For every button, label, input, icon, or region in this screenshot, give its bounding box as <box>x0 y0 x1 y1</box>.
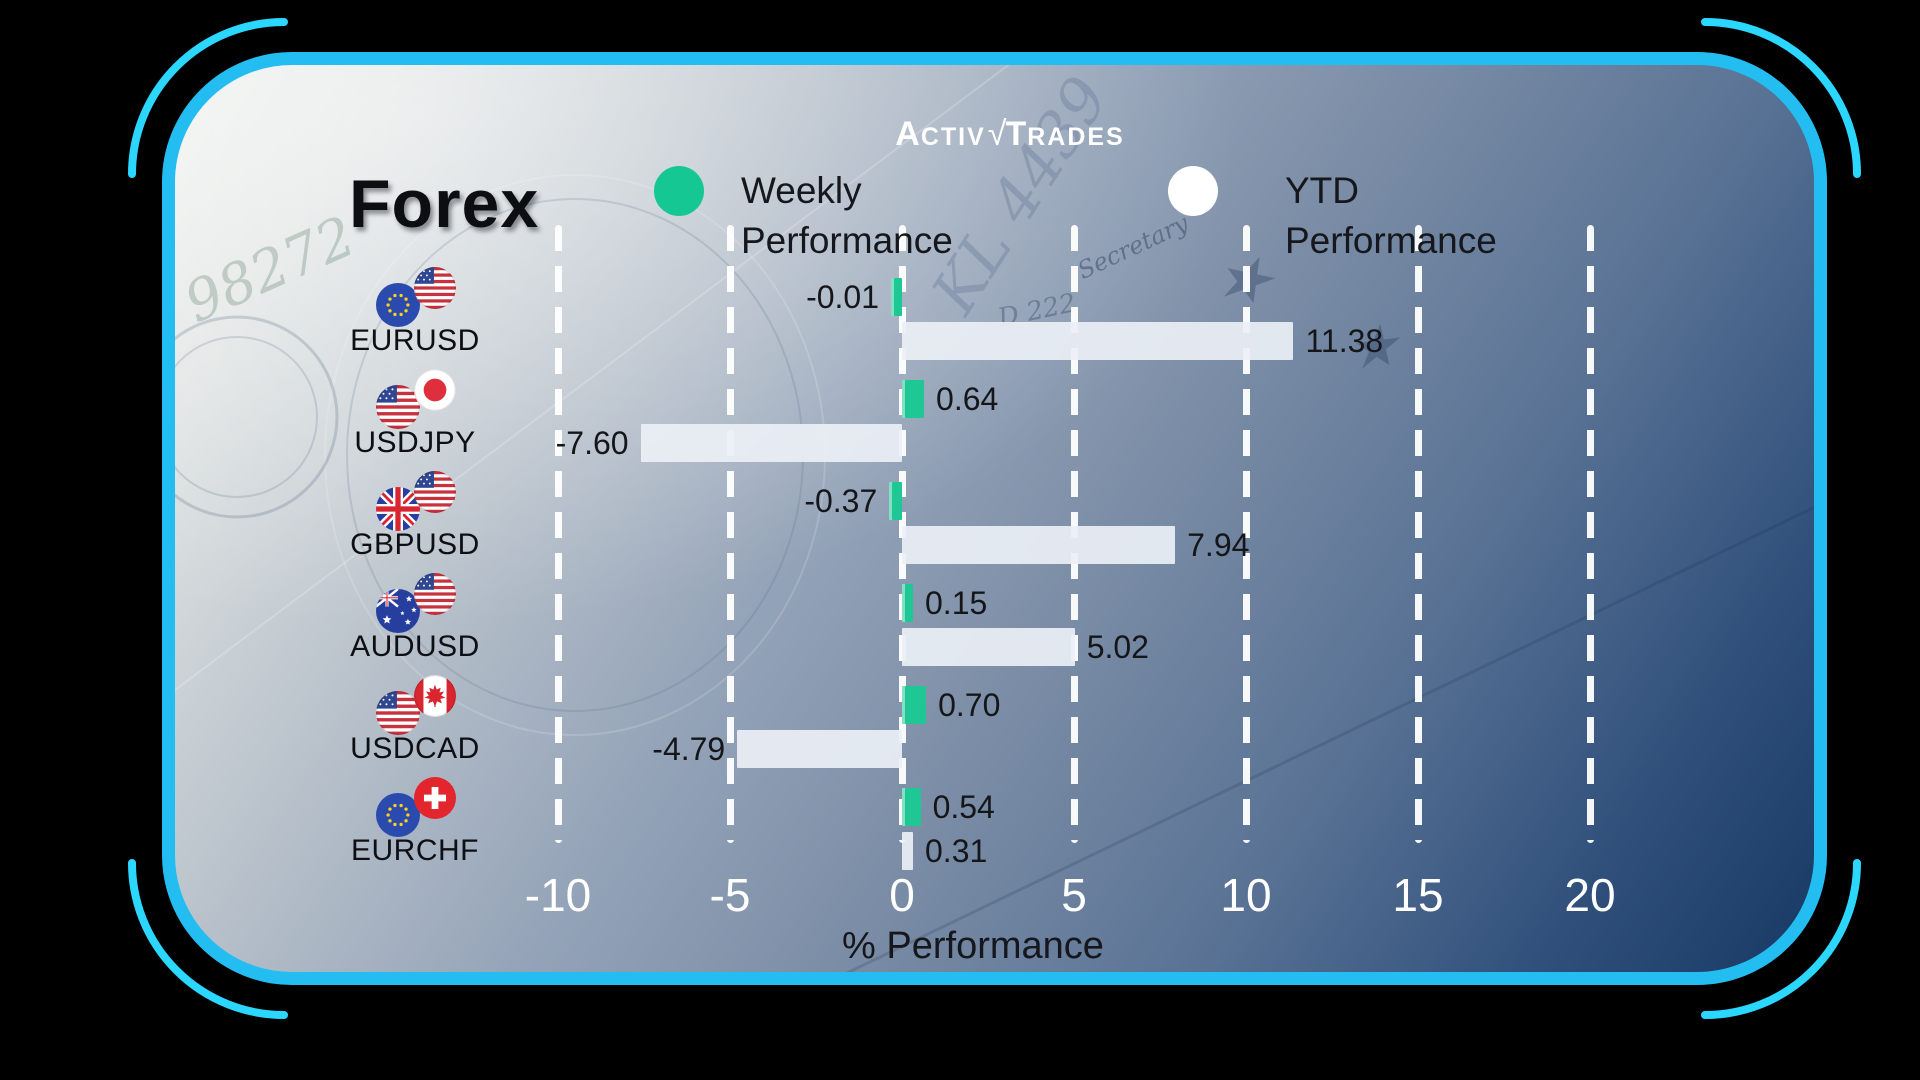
flag-us-icon <box>414 471 456 513</box>
logo-text-initial-1: A <box>895 115 921 153</box>
x-tick-label--5: -5 <box>709 869 751 921</box>
weekly-bar-GBPUSD <box>889 482 902 520</box>
chart-area: -10 -5 0 5 10 15 20 EURUSD -0.01 11.38 USDJPY 0.64 -… <box>175 65 1814 972</box>
weekly-legend-dot-icon <box>654 166 704 216</box>
gridline--10 <box>554 225 562 843</box>
weekly-bar-EURUSD-value: -0.01 <box>806 279 879 315</box>
flag-ch-icon <box>414 777 456 819</box>
currency-pair-flags-GBPUSD <box>376 471 462 531</box>
ytd-bar-USDCAD <box>737 730 902 768</box>
currency-pair-label-AUDUSD: AUDUSD <box>350 630 480 663</box>
flag-us-icon <box>376 691 420 735</box>
weekly-bar-USDCAD-value: 0.70 <box>938 687 1001 723</box>
corner-arc-top-left <box>128 18 288 178</box>
gridline-20 <box>1586 225 1594 843</box>
weekly-bar-GBPUSD-value: -0.37 <box>804 483 878 519</box>
chart-title: Forex <box>349 166 540 242</box>
ytd-bar-USDJPY <box>640 424 902 462</box>
x-tick-label-20: 20 <box>1564 869 1616 921</box>
ytd-bar-USDCAD-value: -4.79 <box>652 731 726 767</box>
ytd-bar-EURUSD-value: 11.38 <box>1305 323 1384 359</box>
bill-edge-decor <box>175 65 1010 692</box>
x-tick-label-5: 5 <box>1061 869 1087 921</box>
currency-pair-label-EURCHF: EURCHF <box>351 834 479 867</box>
weekly-legend-label: Weekly Performance <box>741 170 953 261</box>
flag-us-icon <box>414 573 456 615</box>
ytd-bar-EURCHF <box>902 832 913 870</box>
flag-au-icon <box>376 589 420 633</box>
currency-pair-label-EURUSD: EURUSD <box>350 324 480 357</box>
currency-pair-label-USDJPY: USDJPY <box>354 426 476 459</box>
bill-edge-decor-2 <box>845 505 1814 972</box>
corner-arc-top-right <box>1701 18 1861 178</box>
weekly-bar-EURCHF <box>902 788 921 826</box>
logo-text-2: RADES <box>1027 123 1125 151</box>
activtrades-logo: ACTIV√TRADES <box>810 115 1210 154</box>
corner-arc-bottom-right <box>1701 859 1861 1019</box>
weekly-bar-USDCAD <box>902 686 927 724</box>
seal-ring-decor <box>175 315 339 519</box>
gridline-10 <box>1242 225 1250 843</box>
ytd-legend-dot-icon <box>1168 166 1218 216</box>
x-tick-label-10: 10 <box>1220 869 1272 921</box>
x-axis-label: % Performance <box>842 925 1104 967</box>
weekly-bar-USDJPY <box>902 380 925 418</box>
weekly-bar-AUDUSD <box>902 584 913 622</box>
currency-pair-flags-EURUSD <box>376 267 462 327</box>
currency-pair-flags-EURCHF <box>376 777 462 837</box>
flag-gb-icon <box>376 487 420 531</box>
weekly-bar-EURUSD <box>891 278 902 316</box>
flag-jp-icon <box>414 369 456 411</box>
currency-pair-flags-AUDUSD <box>376 573 462 633</box>
currency-pair-label-USDCAD: USDCAD <box>350 732 480 765</box>
ytd-bar-EURCHF-value: 0.31 <box>925 833 988 869</box>
flag-eu-icon <box>376 793 420 837</box>
ytd-bar-GBPUSD-value: 7.94 <box>1187 527 1250 563</box>
currency-pair-flags-USDCAD <box>376 675 462 735</box>
weekly-bar-USDJPY-value: 0.64 <box>936 381 999 417</box>
ytd-bar-EURUSD <box>902 322 1294 360</box>
flag-eu-icon <box>376 283 420 327</box>
flag-us-icon <box>414 267 456 309</box>
logo-text-initial-2: T <box>1005 115 1028 153</box>
ytd-bar-USDJPY-value: -7.60 <box>555 425 629 461</box>
ytd-bar-AUDUSD <box>902 628 1075 666</box>
x-tick-label--10: -10 <box>524 869 592 921</box>
ytd-legend-label: YTD Performance <box>1285 170 1497 261</box>
weekly-bar-AUDUSD-value: 0.15 <box>925 585 988 621</box>
ytd-bar-AUDUSD-value: 5.02 <box>1086 629 1149 665</box>
flag-us-icon <box>376 385 420 429</box>
logo-text-1: CTIV <box>920 123 986 151</box>
corner-arc-bottom-left <box>128 859 288 1019</box>
currency-pair-flags-USDJPY <box>376 369 462 429</box>
x-tick-label-0: 0 <box>889 869 915 921</box>
ytd-bar-GBPUSD <box>902 526 1176 564</box>
gridline--5 <box>726 225 734 843</box>
seal-ring-inner-decor <box>175 336 318 498</box>
weekly-bar-EURCHF-value: 0.54 <box>932 789 995 825</box>
logo-radical-icon: √ <box>987 115 1008 153</box>
x-tick-label-15: 15 <box>1392 869 1444 921</box>
flag-ca-icon <box>414 675 456 717</box>
gridline-15 <box>1414 225 1422 843</box>
currency-pair-label-GBPUSD: GBPUSD <box>350 528 480 561</box>
